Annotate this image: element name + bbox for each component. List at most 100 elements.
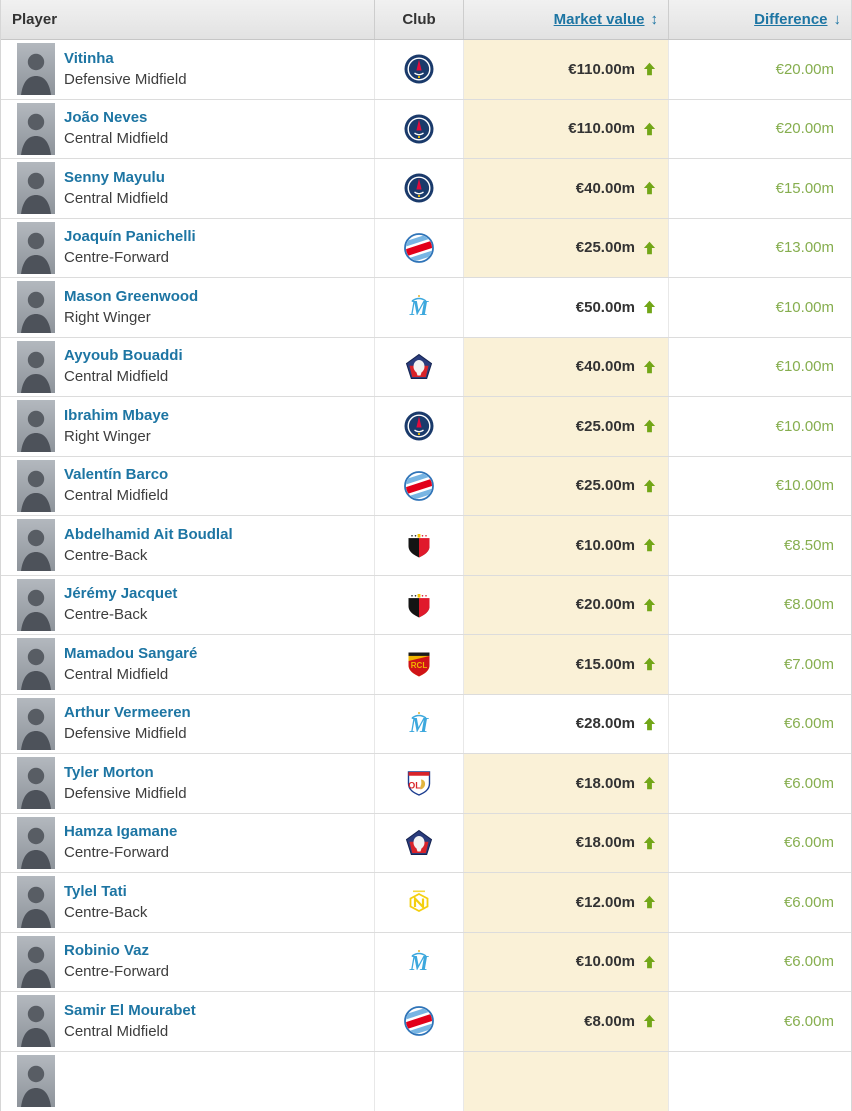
player-position: Centre-Forward <box>64 963 169 981</box>
player-cell: Tyler Morton Defensive Midfield <box>1 754 374 813</box>
player-photo[interactable] <box>17 103 55 155</box>
player-name-link[interactable]: Joaquín Panichelli <box>64 228 196 246</box>
player-name-link[interactable]: Mamadou Sangaré <box>64 645 197 663</box>
player-photo[interactable] <box>17 519 55 571</box>
lille-crest-icon[interactable] <box>403 351 435 383</box>
rennes-crest-icon[interactable] <box>403 589 435 621</box>
player-cell: Mason Greenwood Right Winger <box>1 278 374 337</box>
market-value-cell: €20.00m <box>463 576 668 635</box>
difference-sort-link[interactable]: Difference ↓ <box>754 11 841 28</box>
player-photo[interactable] <box>17 638 55 690</box>
lyon-crest-icon[interactable] <box>403 767 435 799</box>
market-value: €20.00m <box>576 596 635 613</box>
player-photo[interactable] <box>17 162 55 214</box>
player-photo[interactable] <box>17 995 55 1047</box>
player-photo[interactable] <box>17 579 55 631</box>
player-cell: Samir El Mourabet Central Midfield <box>1 992 374 1051</box>
player-name-link[interactable]: Ayyoub Bouaddi <box>64 347 183 365</box>
up-arrow-icon <box>642 657 657 671</box>
player-info: Senny Mayulu Central Midfield <box>64 169 168 208</box>
player-name-link[interactable]: João Neves <box>64 109 168 127</box>
market-value: €110.00m <box>568 120 635 137</box>
club-cell <box>374 457 463 516</box>
marseille-crest-icon[interactable] <box>403 946 435 978</box>
rennes-crest-icon[interactable] <box>403 529 435 561</box>
difference-cell: €13.00m <box>668 219 851 278</box>
difference-value: €10.00m <box>776 477 834 494</box>
nantes-crest-icon[interactable] <box>403 886 435 918</box>
player-photo[interactable] <box>17 698 55 750</box>
player-info: Arthur Vermeeren Defensive Midfield <box>64 704 191 743</box>
player-position: Central Midfield <box>64 368 183 386</box>
player-name-link[interactable]: Abdelhamid Ait Boudlal <box>64 526 233 544</box>
player-position: Centre-Back <box>64 606 177 624</box>
player-name-link[interactable]: Tyler Morton <box>64 764 187 782</box>
psg-crest-icon[interactable] <box>403 172 435 204</box>
player-name-link[interactable]: Jérémy Jacquet <box>64 585 177 603</box>
player-photo[interactable] <box>17 341 55 393</box>
difference-cell: €6.00m <box>668 873 851 932</box>
psg-crest-icon[interactable] <box>403 410 435 442</box>
player-name-link[interactable]: Vitinha <box>64 50 187 68</box>
club-cell <box>374 100 463 159</box>
club-cell <box>374 338 463 397</box>
lille-crest-icon[interactable] <box>403 827 435 859</box>
player-photo[interactable] <box>17 876 55 928</box>
player-name-link[interactable]: Ibrahim Mbaye <box>64 407 169 425</box>
difference-cell: €8.50m <box>668 516 851 575</box>
player-photo[interactable] <box>17 43 55 95</box>
player-photo[interactable] <box>17 400 55 452</box>
player-name-link[interactable]: Senny Mayulu <box>64 169 168 187</box>
player-cell: Arthur Vermeeren Defensive Midfield <box>1 695 374 754</box>
player-position: Central Midfield <box>64 666 197 684</box>
player-cell: Vitinha Defensive Midfield <box>1 40 374 99</box>
player-name-link[interactable]: Valentín Barco <box>64 466 168 484</box>
player-photo[interactable] <box>17 222 55 274</box>
psg-crest-icon[interactable] <box>403 53 435 85</box>
player-photo[interactable] <box>17 281 55 333</box>
market-value-column-header: Market value ↕ <box>463 0 668 39</box>
difference-value: €15.00m <box>776 180 834 197</box>
player-column-label: Player <box>12 11 57 28</box>
strasbourg-crest-icon[interactable] <box>403 1005 435 1037</box>
market-value-cell: €110.00m <box>463 100 668 159</box>
player-info: Vitinha Defensive Midfield <box>64 50 187 89</box>
market-value-sort-link[interactable]: Market value ↕ <box>554 11 658 28</box>
player-name-link[interactable]: Robinio Vaz <box>64 942 169 960</box>
player-photo[interactable] <box>17 460 55 512</box>
player-position: Centre-Back <box>64 904 147 922</box>
market-value: €40.00m <box>576 180 635 197</box>
player-cell: João Neves Central Midfield <box>1 100 374 159</box>
player-name-link[interactable]: Arthur Vermeeren <box>64 704 191 722</box>
lens-crest-icon[interactable] <box>403 648 435 680</box>
strasbourg-crest-icon[interactable] <box>403 232 435 264</box>
up-arrow-icon <box>642 717 657 731</box>
marseille-crest-icon[interactable] <box>403 708 435 740</box>
strasbourg-crest-icon[interactable] <box>403 470 435 502</box>
club-cell <box>374 695 463 754</box>
player-name-link[interactable]: Tylel Tati <box>64 883 147 901</box>
club-cell <box>374 516 463 575</box>
player-photo[interactable] <box>17 757 55 809</box>
club-cell <box>374 40 463 99</box>
player-cell: Robinio Vaz Centre-Forward <box>1 933 374 992</box>
player-cell: Mamadou Sangaré Central Midfield <box>1 635 374 694</box>
sort-down-icon[interactable]: ↓ <box>834 11 842 28</box>
sort-updown-icon[interactable]: ↕ <box>651 11 659 28</box>
market-value: €25.00m <box>576 239 635 256</box>
marseille-crest-icon[interactable] <box>403 291 435 323</box>
market-value: €18.00m <box>576 775 635 792</box>
player-position: Right Winger <box>64 428 169 446</box>
psg-crest-icon[interactable] <box>403 113 435 145</box>
up-arrow-icon <box>642 300 657 314</box>
player-photo[interactable] <box>17 817 55 869</box>
up-arrow-icon <box>642 122 657 136</box>
player-position: Defensive Midfield <box>64 785 187 803</box>
player-photo[interactable] <box>17 936 55 988</box>
player-name-link[interactable]: Samir El Mourabet <box>64 1002 196 1020</box>
table-row: Senny Mayulu Central Midfield €40.00m €1… <box>1 159 851 219</box>
player-photo[interactable] <box>17 1055 55 1107</box>
player-position: Centre-Back <box>64 547 233 565</box>
player-name-link[interactable]: Mason Greenwood <box>64 288 198 306</box>
player-name-link[interactable]: Hamza Igamane <box>64 823 177 841</box>
